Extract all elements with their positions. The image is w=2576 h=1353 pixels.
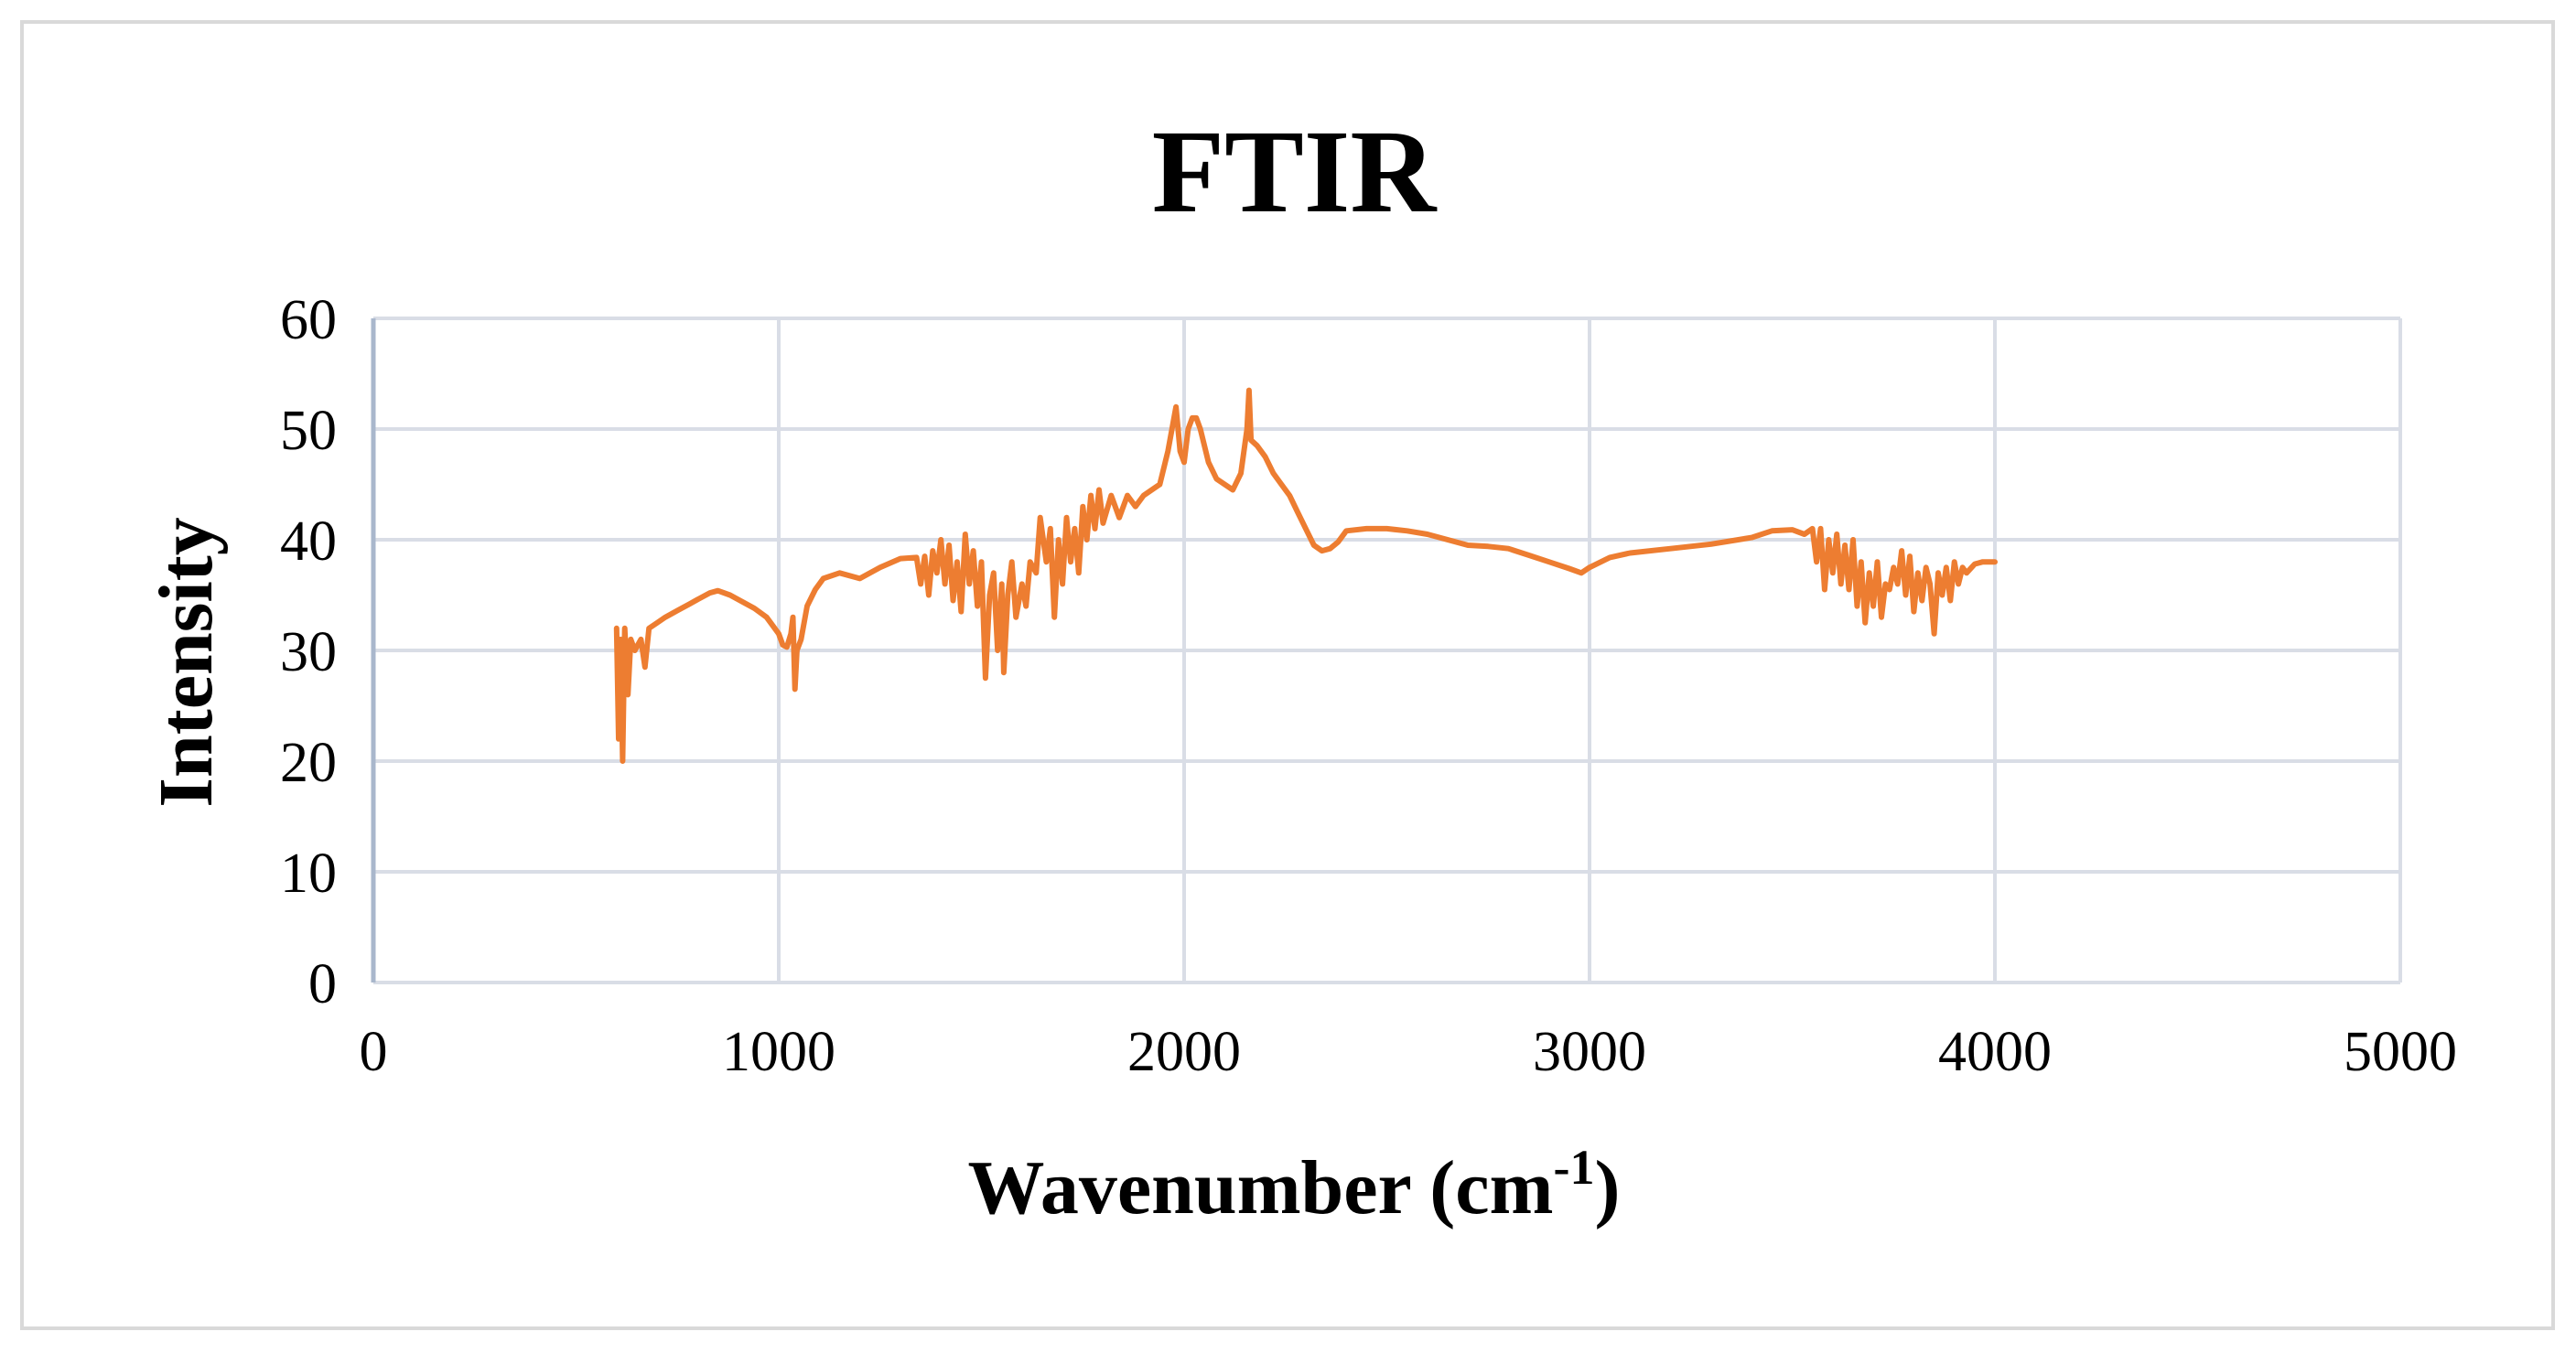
y-tick-label-3: 30 — [280, 621, 337, 683]
x-axis-title: Wavenumber (cm-1) — [967, 1140, 1620, 1230]
chart-frame: FTIR 0 10 20 30 40 50 60 0 1000 2000 3000 4000 5000… — [20, 20, 2555, 1330]
x-tick-labels: 0 1000 2000 3000 4000 5000 — [360, 1021, 2458, 1083]
series-line-0 — [613, 387, 1998, 764]
x-axis-title-suffix: ) — [1595, 1145, 1621, 1230]
y-tick-label-6: 60 — [280, 289, 337, 351]
y-tick-label-4: 40 — [280, 510, 337, 573]
x-tick-label-2: 2000 — [1127, 1021, 1241, 1083]
chart-svg: FTIR 0 10 20 30 40 50 60 0 1000 2000 3000 4000 5000… — [144, 106, 2458, 1230]
y-tick-label-0: 0 — [308, 953, 337, 1015]
gridlines — [371, 317, 2402, 984]
y-tick-labels: 0 10 20 30 40 50 60 — [280, 289, 337, 1015]
x-axis-title-superscript: -1 — [1554, 1140, 1595, 1195]
y-tick-label-2: 20 — [280, 732, 337, 794]
x-tick-label-5: 5000 — [2344, 1021, 2457, 1083]
y-axis-title: Intensity — [144, 517, 229, 807]
x-tick-label-4: 4000 — [1938, 1021, 2052, 1083]
x-tick-label-3: 3000 — [1533, 1021, 1646, 1083]
x-axis-title-main: Wavenumber (cm — [967, 1145, 1553, 1230]
chart-title: FTIR — [1152, 106, 1439, 238]
x-tick-label-0: 0 — [360, 1021, 388, 1083]
series-group — [613, 387, 1998, 764]
x-tick-label-1: 1000 — [722, 1021, 835, 1083]
y-tick-label-1: 10 — [280, 843, 337, 905]
y-tick-label-5: 50 — [280, 400, 337, 462]
